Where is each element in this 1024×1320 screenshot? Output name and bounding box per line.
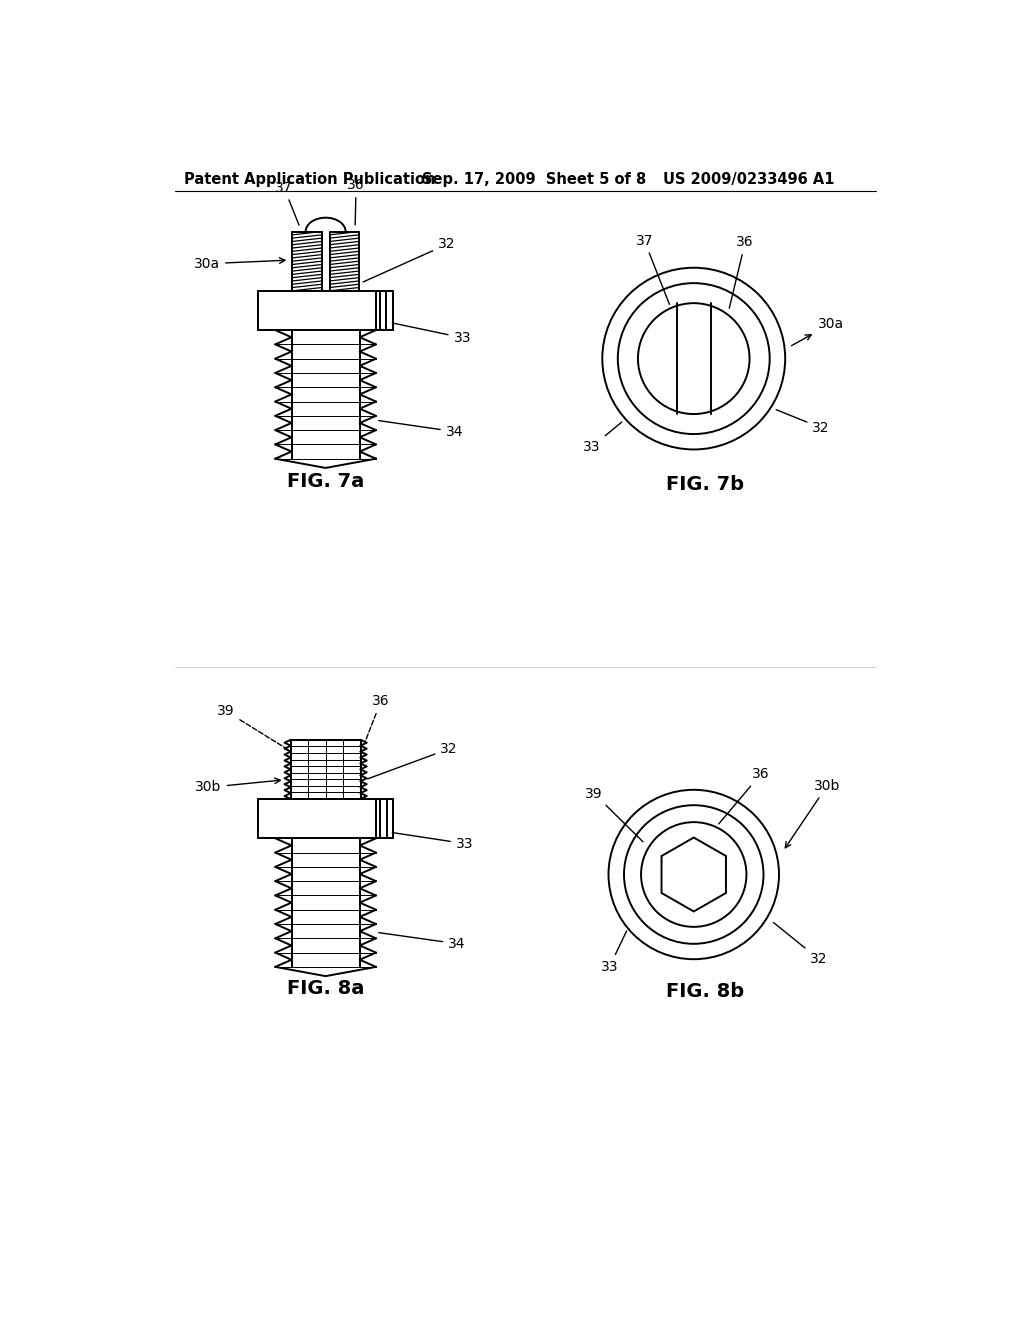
Text: FIG. 8a: FIG. 8a	[287, 979, 365, 998]
Text: 36: 36	[729, 235, 754, 308]
Circle shape	[617, 284, 770, 434]
Circle shape	[641, 822, 746, 927]
Text: 32: 32	[364, 238, 456, 282]
Text: 37: 37	[636, 234, 670, 305]
Circle shape	[638, 304, 750, 414]
Text: FIG. 7b: FIG. 7b	[667, 475, 744, 494]
Text: 36: 36	[719, 767, 769, 824]
Text: 30a: 30a	[194, 256, 285, 271]
Text: 36: 36	[366, 694, 390, 741]
Text: FIG. 8b: FIG. 8b	[667, 982, 744, 1001]
Text: US 2009/0233496 A1: US 2009/0233496 A1	[663, 173, 835, 187]
Text: 37: 37	[275, 181, 299, 226]
Text: FIG. 7a: FIG. 7a	[287, 473, 365, 491]
Text: 36: 36	[347, 178, 365, 224]
Text: 30a: 30a	[792, 317, 844, 346]
Text: 34: 34	[379, 933, 466, 950]
Text: 33: 33	[583, 422, 622, 454]
Bar	[258, 290, 393, 330]
Text: 32: 32	[368, 742, 458, 779]
Text: 34: 34	[379, 421, 463, 438]
Text: Patent Application Publication: Patent Application Publication	[183, 173, 435, 187]
Text: 30b: 30b	[196, 777, 281, 795]
Circle shape	[608, 789, 779, 960]
Text: 39: 39	[586, 787, 643, 842]
Text: 39: 39	[217, 704, 289, 750]
Bar	[377, 799, 393, 838]
Text: 33: 33	[392, 833, 473, 850]
Text: Sep. 17, 2009  Sheet 5 of 8: Sep. 17, 2009 Sheet 5 of 8	[423, 173, 647, 187]
Text: 32: 32	[776, 409, 829, 434]
Text: 33: 33	[392, 323, 471, 345]
Text: 30b: 30b	[785, 779, 841, 847]
Text: 33: 33	[601, 931, 627, 974]
Polygon shape	[662, 838, 726, 911]
Circle shape	[602, 268, 785, 450]
Text: 32: 32	[773, 923, 827, 966]
Circle shape	[624, 805, 764, 944]
Bar	[377, 290, 393, 330]
Bar	[258, 799, 393, 838]
